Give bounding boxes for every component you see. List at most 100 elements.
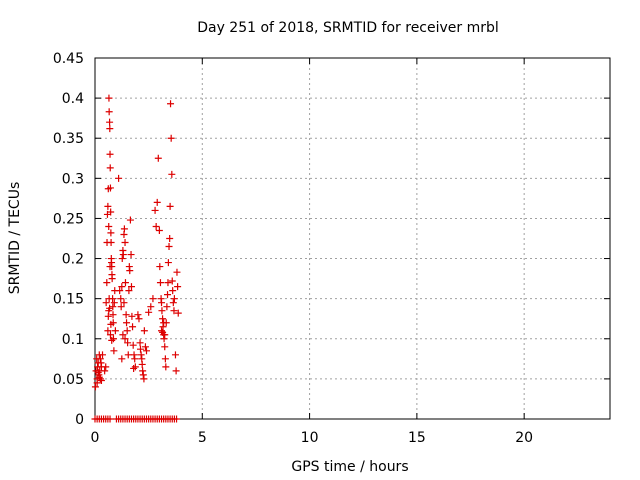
data-point: [168, 170, 176, 178]
y-tick-label: 0.4: [62, 91, 84, 107]
data-point: [96, 375, 104, 383]
data-point: [143, 347, 150, 355]
data-point: [106, 150, 114, 158]
x-axis-label: GPS time / hours: [291, 459, 408, 475]
data-point: [94, 368, 102, 376]
grid: [95, 58, 610, 419]
data-point: [116, 287, 124, 295]
data-point: [103, 279, 111, 287]
data-point: [109, 303, 117, 311]
data-point: [130, 364, 138, 372]
data-point: [105, 295, 113, 303]
data-point: [121, 239, 129, 247]
data-point: [165, 243, 173, 251]
data-point: [170, 307, 178, 315]
data-point: [110, 347, 118, 355]
y-tick-label: 0.05: [53, 372, 84, 388]
data-point: [106, 415, 114, 423]
data-point: [136, 345, 144, 353]
data-point: [102, 299, 110, 307]
data-point: [158, 327, 166, 335]
data-point: [128, 312, 136, 320]
data-point: [161, 343, 169, 351]
data-point: [155, 226, 163, 234]
data-point: [171, 351, 179, 359]
data-point: [154, 154, 162, 162]
data-point: [166, 202, 174, 210]
data-point: [109, 311, 117, 319]
axis-ticks: [94, 57, 610, 420]
data-point: [129, 323, 137, 331]
data-point: [124, 339, 132, 347]
data-point: [169, 287, 177, 295]
data-point: [125, 287, 133, 295]
data-point: [161, 331, 169, 339]
data-point: [120, 299, 128, 307]
data-point: [153, 198, 161, 206]
data-point: [168, 277, 176, 285]
data-point: [136, 339, 144, 347]
tick-labels: 0 0.05 0.1 0.15 0.2 0.25 0.3 0.35 0.4 0.45 0 5 10 15 2…: [53, 51, 533, 446]
data-point: [108, 336, 116, 344]
y-tick-label: 0.15: [53, 292, 84, 308]
data-point: [123, 327, 131, 335]
y-tick-label: 0.3: [62, 171, 84, 187]
data-point: [99, 351, 107, 359]
data-point: [118, 355, 126, 363]
y-tick-label: 0: [75, 412, 84, 428]
data-point: [107, 229, 115, 237]
data-point: [141, 343, 149, 351]
data-point: [108, 275, 116, 283]
data-point: [173, 415, 181, 423]
data-point: [96, 355, 104, 363]
data-point: [164, 291, 172, 299]
data-point: [159, 315, 167, 323]
data-point: [130, 351, 138, 359]
data-point: [167, 134, 175, 142]
data-point: [106, 184, 114, 192]
data-point: [106, 125, 114, 133]
data-point: [107, 239, 115, 247]
data-point: [106, 164, 114, 172]
data-point: [101, 367, 109, 375]
data-point: [169, 299, 177, 307]
data-point: [174, 309, 182, 317]
data-point: [106, 263, 114, 271]
data-point: [138, 360, 146, 368]
x-tick-label: 15: [408, 430, 426, 446]
data-point: [107, 320, 115, 328]
data-point: [115, 174, 123, 182]
data-point: [121, 279, 129, 287]
data-point: [129, 341, 137, 349]
data-point: [174, 283, 182, 291]
y-tick-label: 0.45: [53, 51, 84, 67]
data-point: [117, 303, 125, 311]
data-point: [137, 351, 145, 359]
data-point: [105, 222, 113, 230]
data-point: [106, 118, 114, 126]
data-point: [118, 255, 126, 263]
data-point: [106, 331, 114, 339]
data-point: [149, 295, 157, 303]
data-point: [126, 216, 134, 224]
data-point: [139, 367, 147, 375]
data-point: [93, 379, 101, 387]
data-point: [158, 307, 166, 315]
data-point: [152, 222, 160, 230]
data-point: [170, 295, 178, 303]
data-point: [118, 283, 126, 291]
data-point: [97, 376, 105, 384]
y-tick-label: 0.1: [62, 332, 84, 348]
data-point: [109, 335, 117, 343]
x-tick-label: 20: [515, 430, 533, 446]
data-point: [167, 100, 175, 108]
data-point: [135, 315, 143, 323]
data-point: [127, 251, 135, 259]
data-point: [119, 251, 127, 259]
plot-frame: [94, 57, 611, 420]
chart-title: Day 251 of 2018, SRMTID for receiver mrb…: [197, 20, 499, 36]
data-point: [151, 206, 159, 214]
data-point: [107, 208, 115, 216]
data-point: [121, 335, 129, 343]
